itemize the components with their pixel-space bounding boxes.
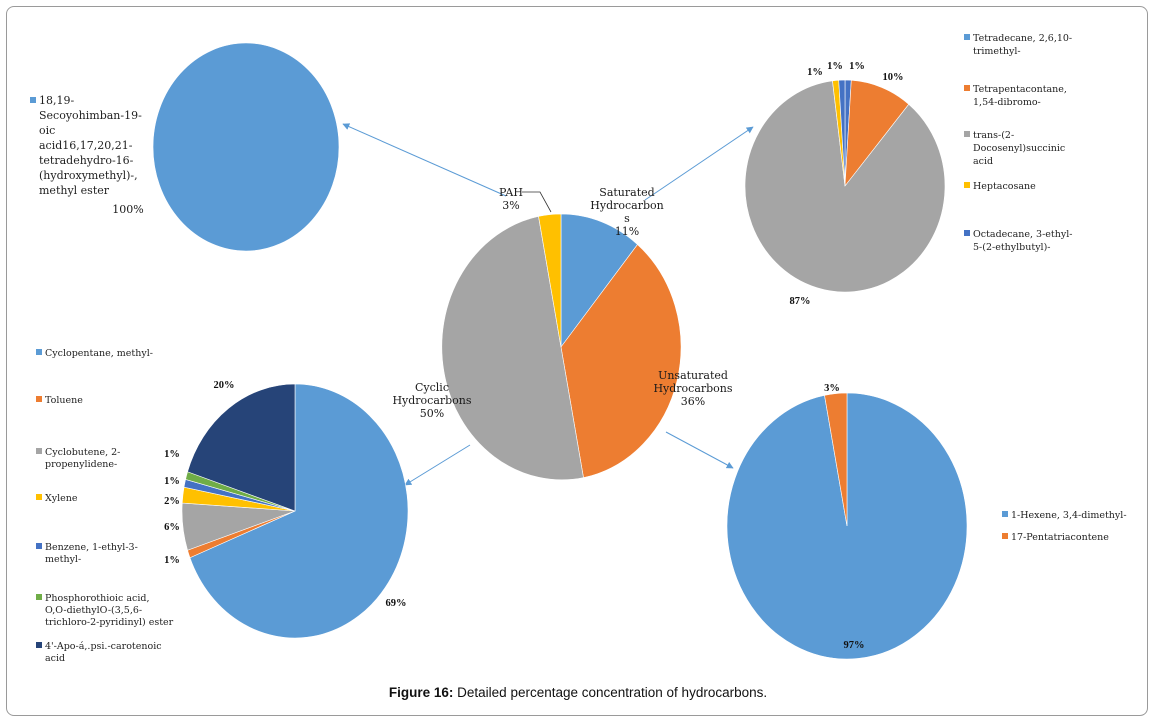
main-slice-label: Cyclic	[415, 381, 449, 394]
cyclic-legend-label: Phosphorothioic acid,	[45, 593, 149, 604]
main-slice-label: 11%	[615, 225, 639, 238]
main-pie-slice	[538, 213, 562, 348]
main-slice-label: Hydrocarbons	[392, 394, 471, 407]
figure-caption: Figure 16: Detailed percentage concentra…	[0, 685, 1156, 700]
pah-legend-label: tetradehydro-16-	[39, 154, 134, 167]
cyclic-slice-label: 2%	[164, 496, 180, 507]
saturated-slice-label: 1%	[807, 67, 823, 78]
cyclic-slice-label: 6%	[164, 522, 180, 533]
saturated-legend-label: Tetradecane, 2,6,10-	[973, 33, 1072, 44]
main-slice-label: Hydrocarbon	[590, 199, 663, 212]
saturated-legend-swatch	[964, 182, 970, 188]
cyclic-slice-label: 1%	[164, 449, 180, 460]
cyclic-legend-swatch	[36, 642, 42, 648]
unsaturated-slice-label: 97%	[844, 640, 865, 651]
arrow-to-saturated	[644, 126, 754, 201]
main-pie-slice	[441, 215, 584, 481]
saturated-legend-label: Tetrapentacontane,	[973, 84, 1067, 95]
cyclic-slice-label: 20%	[214, 380, 235, 391]
cyclic-slice-label: 69%	[386, 598, 407, 609]
main-slice-label: PAH	[499, 186, 523, 199]
arrow-to-pah	[342, 123, 507, 197]
saturated-legend-label: trimethyl-	[973, 46, 1021, 57]
cyclic-legend-label: trichloro-2-pyridinyl) ester	[45, 617, 174, 628]
main-slice-label: 50%	[420, 407, 444, 420]
pah-legend-label: 18,19-	[39, 94, 74, 107]
saturated-legend-swatch	[964, 131, 970, 137]
cyclic-legend-label: Xylene	[45, 493, 78, 504]
cyclic-legend-label: O,O-diethylO-(3,5,6-	[45, 605, 142, 616]
saturated-legend-label: Docosenyl)succinic	[973, 143, 1065, 154]
saturated-legend-swatch	[964, 230, 970, 236]
main-slice-label: 3%	[502, 199, 519, 212]
saturated-legend-label: trans-(2-	[973, 130, 1014, 141]
saturated-slice-label: 1%	[827, 61, 843, 72]
saturated-slice-label: 10%	[883, 72, 904, 83]
saturated-legend-label: Heptacosane	[973, 181, 1036, 192]
saturated-pie-slice	[744, 80, 946, 293]
pah-legend-label: (hydroxymethyl)-,	[39, 169, 138, 182]
cyclic-legend-label: Cyclobutene, 2-	[45, 447, 120, 458]
cyclic-legend-swatch	[36, 594, 42, 600]
unsaturated-legend-label: 17-Pentatriacontene	[1011, 532, 1109, 543]
pah-pie-slice	[152, 42, 340, 252]
saturated-legend-swatch	[964, 34, 970, 40]
pah-legend-swatch	[30, 97, 36, 103]
main-pie-slice	[560, 244, 682, 478]
cyclic-legend-swatch	[36, 543, 42, 549]
unsaturated-slice-label: 3%	[824, 383, 840, 394]
main-slice-label: s	[624, 212, 630, 225]
cyclic-legend-label: methyl-	[45, 554, 81, 565]
saturated-pie-slice	[838, 79, 846, 187]
arrow-to-cyclic	[404, 444, 471, 486]
cyclic-legend-label: acid	[45, 653, 65, 664]
unsaturated-pie-slice	[824, 392, 848, 527]
main-pie-slice	[560, 213, 638, 348]
cyclic-legend-swatch	[36, 396, 42, 402]
saturated-slice-label: 87%	[790, 296, 811, 307]
saturated-legend-swatch	[964, 85, 970, 91]
pah-legend-label: oic	[39, 124, 55, 137]
cyclic-legend-label: 4'-Apo-á,.psi.-carotenoic	[45, 641, 162, 652]
cyclic-slice-label: 1%	[164, 555, 180, 566]
pah-legend-label: acid16,17,20,21-	[39, 139, 133, 152]
main-slice-label: Hydrocarbons	[653, 382, 732, 395]
pah-leader-line	[522, 191, 552, 213]
pah-legend-label: Secoyohimban-19-	[39, 109, 142, 122]
saturated-legend-label: 1,54-dibromo-	[973, 97, 1041, 108]
figure-frame	[6, 6, 1148, 716]
cyclic-legend-label: Toluene	[45, 395, 83, 406]
cyclic-legend-label: Cyclopentane, methyl-	[45, 348, 153, 359]
cyclic-legend-swatch	[36, 494, 42, 500]
cyclic-legend-label: Benzene, 1-ethyl-3-	[45, 542, 138, 553]
main-slice-label: Saturated	[599, 186, 654, 199]
unsaturated-legend-swatch	[1002, 533, 1008, 539]
pah-legend-label: methyl ester	[39, 184, 110, 197]
cyclic-pie-slice	[189, 383, 409, 639]
saturated-legend-label: acid	[973, 156, 993, 167]
cyclic-legend-swatch	[36, 448, 42, 454]
unsaturated-legend-swatch	[1002, 511, 1008, 517]
main-slice-label: Unsaturated	[658, 369, 728, 382]
saturated-slice-label: 1%	[849, 61, 865, 72]
cyclic-legend-label: propenylidene-	[45, 459, 117, 470]
cyclic-legend-swatch	[36, 349, 42, 355]
arrow-to-unsaturated	[665, 431, 734, 469]
main-slice-label: 36%	[681, 395, 705, 408]
unsaturated-legend-label: 1-Hexene, 3,4-dimethyl-	[1011, 510, 1127, 521]
saturated-legend-label: Octadecane, 3-ethyl-	[973, 229, 1073, 240]
cyclic-slice-label: 1%	[164, 476, 180, 487]
caption-label: Figure 16:	[388, 685, 454, 700]
cyclic-pie-slice	[187, 383, 296, 512]
saturated-legend-label: 5-(2-ethylbutyl)-	[973, 242, 1051, 253]
pah-slice-label: 100%	[112, 203, 143, 216]
caption-text: Detailed percentage concentration of hyd…	[453, 685, 768, 700]
